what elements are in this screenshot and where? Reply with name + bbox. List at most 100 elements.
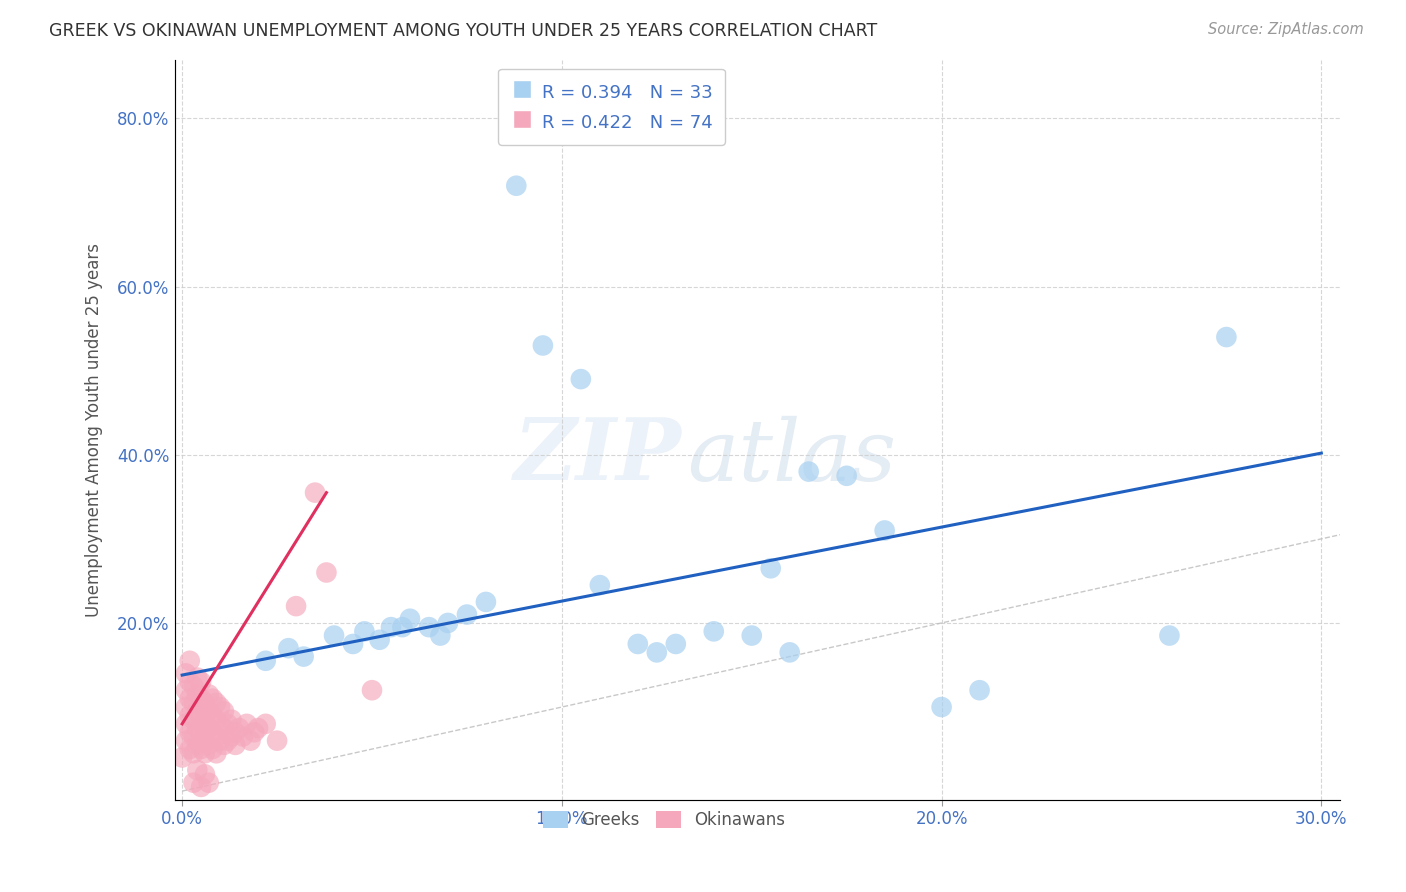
Point <box>304 485 326 500</box>
Point <box>368 632 391 647</box>
Point <box>174 733 197 747</box>
Point <box>212 738 235 752</box>
Point <box>201 742 224 756</box>
Point <box>194 746 217 760</box>
Text: Source: ZipAtlas.com: Source: ZipAtlas.com <box>1208 22 1364 37</box>
Point <box>217 733 239 747</box>
Point <box>183 713 205 727</box>
Point <box>741 629 763 643</box>
Text: GREEK VS OKINAWAN UNEMPLOYMENT AMONG YOUTH UNDER 25 YEARS CORRELATION CHART: GREEK VS OKINAWAN UNEMPLOYMENT AMONG YOU… <box>49 22 877 40</box>
Point <box>254 716 277 731</box>
Point <box>179 654 201 668</box>
Point <box>779 645 801 659</box>
Text: atlas: atlas <box>688 416 897 499</box>
Point <box>292 649 315 664</box>
Point <box>221 713 243 727</box>
Point <box>361 683 384 698</box>
Point <box>205 696 228 710</box>
Point <box>201 691 224 706</box>
Point <box>183 730 205 744</box>
Y-axis label: Unemployment Among Youth under 25 years: Unemployment Among Youth under 25 years <box>86 243 103 616</box>
Point <box>209 700 232 714</box>
Point <box>194 713 217 727</box>
Point <box>205 746 228 760</box>
Point <box>186 687 208 701</box>
Point <box>969 683 991 698</box>
Point <box>217 716 239 731</box>
Point <box>201 708 224 723</box>
Point <box>645 645 668 659</box>
Point <box>247 721 270 735</box>
Point <box>221 730 243 744</box>
Point <box>174 700 197 714</box>
Point <box>399 612 422 626</box>
Point <box>475 595 498 609</box>
Point <box>323 629 346 643</box>
Point <box>190 708 212 723</box>
Point <box>174 683 197 698</box>
Point <box>183 696 205 710</box>
Point <box>531 338 554 352</box>
Point <box>183 679 205 693</box>
Point <box>224 738 246 752</box>
Point <box>1215 330 1237 344</box>
Point <box>342 637 364 651</box>
Point <box>285 599 308 614</box>
Point <box>209 733 232 747</box>
Point <box>627 637 650 651</box>
Point <box>197 687 219 701</box>
Point <box>835 468 858 483</box>
Point <box>589 578 612 592</box>
Point <box>429 629 451 643</box>
Point <box>174 666 197 681</box>
Text: ZIP: ZIP <box>513 414 682 497</box>
Point <box>190 691 212 706</box>
Point <box>183 775 205 789</box>
Point <box>186 671 208 685</box>
Point <box>186 704 208 718</box>
Point <box>569 372 592 386</box>
Point <box>353 624 375 639</box>
Point <box>186 738 208 752</box>
Point <box>315 566 337 580</box>
Point <box>797 465 820 479</box>
Point <box>243 725 266 739</box>
Point <box>205 713 228 727</box>
Point <box>418 620 440 634</box>
Point <box>197 738 219 752</box>
Point <box>277 641 299 656</box>
Point <box>172 750 194 764</box>
Point <box>380 620 402 634</box>
Point <box>190 725 212 739</box>
Point <box>186 721 208 735</box>
Point <box>254 654 277 668</box>
Point <box>391 620 413 634</box>
Point <box>873 524 896 538</box>
Point <box>179 708 201 723</box>
Point <box>456 607 478 622</box>
Point <box>235 716 257 731</box>
Point <box>190 780 212 794</box>
Point <box>190 742 212 756</box>
Point <box>179 674 201 689</box>
Point <box>437 615 460 630</box>
Point <box>266 733 288 747</box>
Point <box>197 721 219 735</box>
Point <box>759 561 782 575</box>
Point <box>174 716 197 731</box>
Point <box>1159 629 1181 643</box>
Point <box>224 725 246 739</box>
Point <box>194 696 217 710</box>
Point <box>179 742 201 756</box>
Point <box>505 178 527 193</box>
Legend: Greeks, Okinawans: Greeks, Okinawans <box>536 804 792 836</box>
Point <box>212 721 235 735</box>
Point <box>186 763 208 777</box>
Point <box>197 775 219 789</box>
Point <box>703 624 725 639</box>
Point <box>183 746 205 760</box>
Point <box>194 730 217 744</box>
Point <box>212 704 235 718</box>
Point <box>179 691 201 706</box>
Point <box>665 637 688 651</box>
